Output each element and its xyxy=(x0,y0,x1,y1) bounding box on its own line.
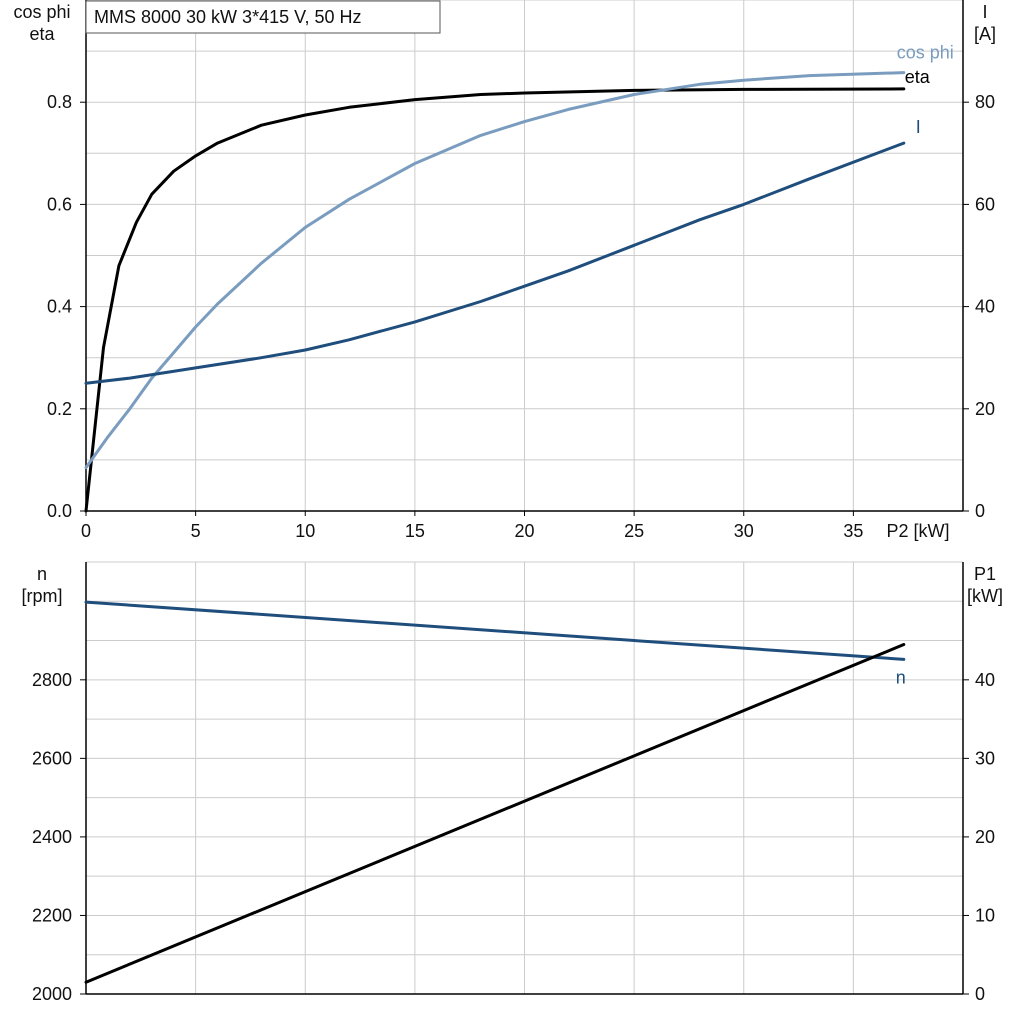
series-line-p1 xyxy=(84,643,906,984)
y-left-axis-label: cos phi xyxy=(13,2,70,22)
x-tick-label: 5 xyxy=(191,521,201,541)
y-right-axis-label: [A] xyxy=(974,24,996,44)
series-line-cos-phi xyxy=(84,71,906,470)
y-left-tick-label: 0.2 xyxy=(47,399,72,419)
series-label-i: I xyxy=(916,117,921,137)
y-right-tick-label: 80 xyxy=(975,92,995,112)
chart-title: MMS 8000 30 kW 3*415 V, 50 Hz xyxy=(94,7,361,27)
y-left-tick-label: 0.0 xyxy=(47,501,72,521)
series-label-n: n xyxy=(896,667,906,687)
x-tick-label: 10 xyxy=(295,521,315,541)
series-label-eta: eta xyxy=(905,67,931,87)
y-right-tick-label: 10 xyxy=(975,905,995,925)
y-left-tick-label: 2600 xyxy=(32,748,72,768)
y-left-tick-label: 2000 xyxy=(32,984,72,1004)
x-tick-label: 35 xyxy=(843,521,863,541)
y-right-tick-label: 0 xyxy=(975,984,985,1004)
x-tick-label: 15 xyxy=(405,521,425,541)
y-left-axis-label: n xyxy=(37,564,47,584)
y-left-tick-label: 0.6 xyxy=(47,194,72,214)
y-left-tick-label: 0.8 xyxy=(47,92,72,112)
y-right-tick-label: 60 xyxy=(975,194,995,214)
y-right-tick-label: 0 xyxy=(975,501,985,521)
y-right-axis-label: I xyxy=(982,2,987,22)
y-left-tick-label: 0.4 xyxy=(47,297,72,317)
title-box xyxy=(85,0,441,34)
y-right-tick-label: 40 xyxy=(975,297,995,317)
x-tick-label: 30 xyxy=(734,521,754,541)
x-tick-label: 0 xyxy=(81,521,91,541)
y-left-tick-label: 2400 xyxy=(32,827,72,847)
y-left-axis-label: [rpm] xyxy=(21,586,62,606)
y-right-tick-label: 40 xyxy=(975,670,995,690)
y-left-tick-label: 2200 xyxy=(32,905,72,925)
y-right-axis-label: P1 xyxy=(974,564,996,584)
y-right-tick-label: 30 xyxy=(975,748,995,768)
y-right-axis-label: [kW] xyxy=(967,586,1003,606)
y-right-tick-label: 20 xyxy=(975,827,995,847)
y-left-axis-label: eta xyxy=(29,24,55,44)
y-right-tick-label: 20 xyxy=(975,399,995,419)
series-line-i xyxy=(84,141,906,385)
series-line-n xyxy=(84,600,906,661)
x-axis-label: P2 [kW] xyxy=(886,521,949,541)
series-line-eta xyxy=(84,87,906,513)
x-tick-label: 25 xyxy=(624,521,644,541)
y-left-tick-label: 2800 xyxy=(32,670,72,690)
series-label-cos-phi: cos phi xyxy=(897,43,954,63)
x-tick-label: 20 xyxy=(514,521,534,541)
